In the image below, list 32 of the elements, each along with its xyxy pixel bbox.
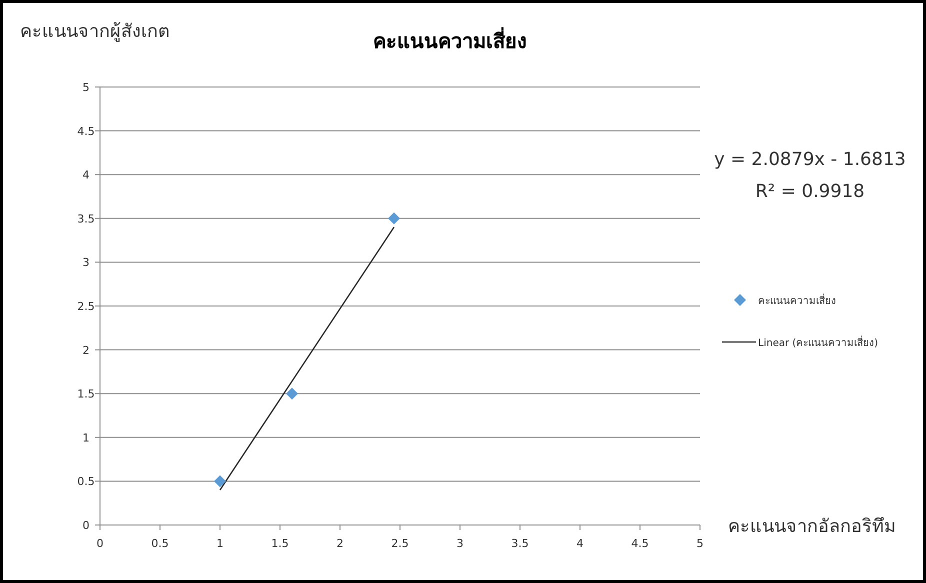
point: [214, 475, 226, 488]
x-axis-title: คะแนนจากอัลกอริทึม: [728, 516, 896, 537]
y-tick-label: 4: [82, 168, 90, 182]
y-tick-label: 1.5: [77, 388, 95, 401]
x-tick-label: 1.5: [271, 537, 289, 550]
text: R² = 0.9918: [755, 181, 865, 202]
y-tick-label: 2.5: [77, 300, 95, 313]
chart-title: คะแนนความเสี่ยง: [373, 26, 527, 53]
x-tick-label: 0.5: [151, 537, 169, 550]
x-tick-label: 3: [456, 537, 464, 550]
x-tick-label: 2: [336, 537, 344, 550]
x-tick-label: 1: [216, 537, 224, 550]
y-tick-label: 5: [82, 81, 90, 94]
point: [286, 388, 298, 400]
point: [388, 212, 400, 224]
text: y = 2.0879x - 1.6813: [714, 149, 906, 170]
x-tick-label: 4.5: [631, 537, 649, 550]
y-axis-title: คะแนนจากผู้สังเกต: [20, 21, 170, 42]
y-tick-label: 0.5: [77, 475, 95, 488]
x-tick-label: 5: [696, 537, 704, 550]
y-tick-label: 4.5: [77, 124, 95, 138]
y-tick-label: 0: [82, 519, 90, 532]
x-tick-label: 0: [96, 537, 104, 550]
y-tick-label: 3: [82, 256, 90, 270]
x-tick-label: 4: [576, 537, 584, 550]
y-tick-label: 2: [82, 344, 90, 357]
y-tick-label: 3.5: [77, 212, 95, 226]
x-tick-label: 3.5: [511, 537, 529, 550]
legend-label: คะแนนความเสี่ยง: [758, 293, 836, 307]
legend-label: Linear (คะแนนความเสี่ยง): [758, 335, 878, 349]
y-tick-label: 1: [82, 431, 90, 444]
x-tick-label: 2.5: [391, 537, 409, 550]
